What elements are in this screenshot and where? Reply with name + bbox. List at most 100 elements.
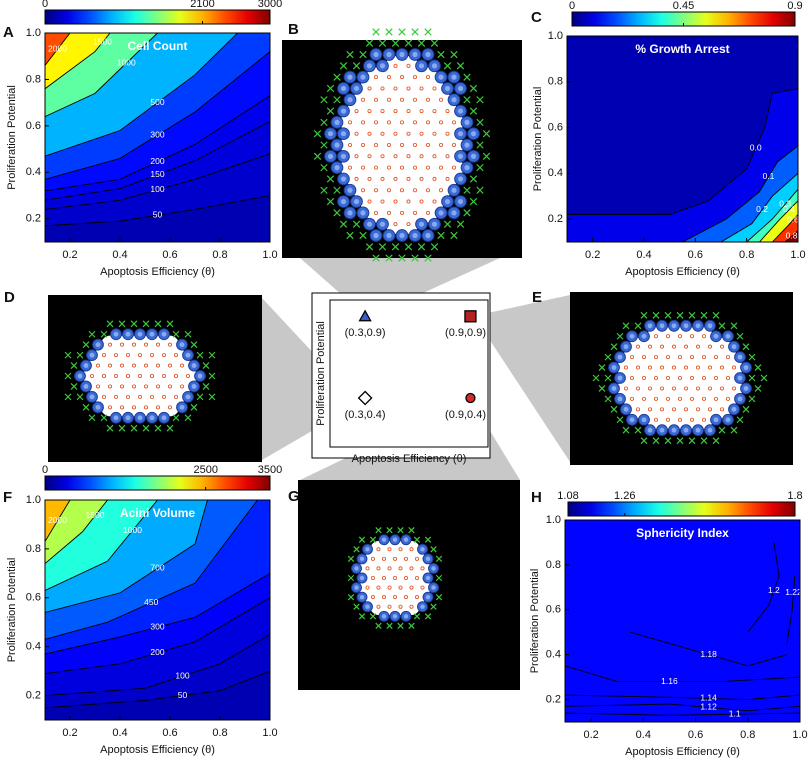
luminal-cell [702, 396, 707, 401]
cell-core [431, 566, 436, 571]
plot-frame [564, 519, 801, 723]
cell-core [418, 221, 425, 227]
ecm-marker [604, 374, 612, 382]
cell-core [392, 537, 398, 542]
panel-letter: D [4, 289, 15, 306]
ecm-marker [476, 118, 484, 127]
ecm-marker [592, 374, 600, 382]
panel-letter: E [532, 289, 542, 306]
ecm-marker [417, 243, 426, 251]
ecm-marker [424, 613, 432, 620]
plot-frame [44, 32, 271, 243]
ecm-marker [424, 28, 432, 36]
ecm-marker [100, 330, 108, 338]
cell-core [617, 375, 623, 381]
ecm-marker [154, 424, 162, 432]
luminal-cell [381, 556, 386, 561]
contour-band [45, 500, 270, 564]
y-tick-label: 0.2 [26, 689, 41, 701]
cell-core [347, 187, 353, 193]
contour-label: 1.14 [700, 693, 717, 703]
ecm-marker [736, 416, 744, 424]
ecm-marker [408, 526, 415, 534]
contour-label: 1.1 [729, 708, 741, 718]
luminal-cell [425, 165, 430, 170]
cell-core [113, 415, 119, 421]
contour-line [45, 33, 71, 66]
cell-core [420, 547, 425, 552]
contour-label: 300 [150, 129, 164, 139]
ecm-marker [463, 73, 471, 81]
luminal-cell [120, 342, 125, 347]
ecm-marker [604, 353, 612, 361]
luminal-cell [347, 142, 352, 147]
luminal-cell [684, 386, 689, 391]
cell-core [179, 342, 185, 348]
contour-band [45, 33, 270, 89]
luminal-cell [720, 407, 725, 412]
ecm-marker [202, 362, 210, 369]
ecm-marker [347, 555, 355, 563]
cell-core [412, 232, 418, 239]
cell-core [671, 427, 677, 433]
lumen [398, 214, 419, 234]
ecm-marker [748, 353, 756, 361]
luminal-cell [131, 384, 136, 389]
ecm-marker [106, 424, 114, 432]
ecm-marker [172, 414, 180, 422]
y-tick-label: 0.6 [26, 592, 41, 604]
ecm-marker [326, 107, 335, 115]
x-tick-label: 0.6 [162, 727, 177, 739]
luminal-cell [393, 86, 398, 91]
ecm-marker [622, 322, 630, 330]
ecm-marker [184, 414, 192, 422]
acinus [347, 526, 443, 630]
marker [464, 310, 477, 323]
cell-core [725, 333, 731, 339]
luminal-cell [696, 386, 701, 391]
panel-letter: B [288, 21, 299, 38]
ecm-marker [748, 374, 756, 382]
cell-core [191, 363, 197, 368]
colorbar-tick-label: 0 [42, 464, 48, 476]
cell-core [713, 417, 719, 423]
contour-label: 0.1 [763, 171, 775, 181]
ecm-marker [333, 73, 341, 81]
ecm-marker [463, 96, 471, 104]
ecm-marker [664, 437, 672, 445]
luminal-cell [360, 97, 365, 102]
contour-line [45, 572, 270, 655]
ecm-marker [320, 118, 328, 127]
x-axis-label: Apoptosis Efficiency (θ) [625, 746, 740, 758]
panel-title: Cell Count [128, 39, 188, 53]
ecm-marker [742, 343, 750, 351]
cell-core [354, 566, 359, 571]
contour-line [759, 200, 798, 242]
ecm-marker [450, 231, 458, 240]
contour-line [45, 95, 270, 192]
cell-core [412, 51, 418, 58]
luminal-cell [636, 344, 641, 349]
luminal-cell [126, 373, 131, 378]
cell-core [641, 417, 647, 423]
cell-core [95, 404, 101, 410]
luminal-cell [376, 547, 381, 552]
cell-core [365, 604, 370, 609]
luminal-cell [367, 131, 372, 136]
ecm-marker [359, 50, 367, 59]
luminal-cell [393, 109, 398, 114]
cell-core [399, 232, 405, 239]
ecm-marker [313, 130, 322, 138]
ecm-marker [411, 254, 419, 262]
cell-core [695, 323, 701, 329]
ecm-marker [435, 555, 443, 563]
luminal-cell [179, 363, 184, 368]
contour-label: 50 [153, 210, 163, 220]
point-label: (0.3,0.9) [345, 327, 386, 339]
marker [358, 309, 372, 322]
cell-core [125, 331, 131, 337]
luminal-cell [412, 97, 417, 102]
luminal-cell [370, 556, 375, 561]
luminal-cell [96, 384, 101, 389]
luminal-cell [387, 604, 392, 609]
